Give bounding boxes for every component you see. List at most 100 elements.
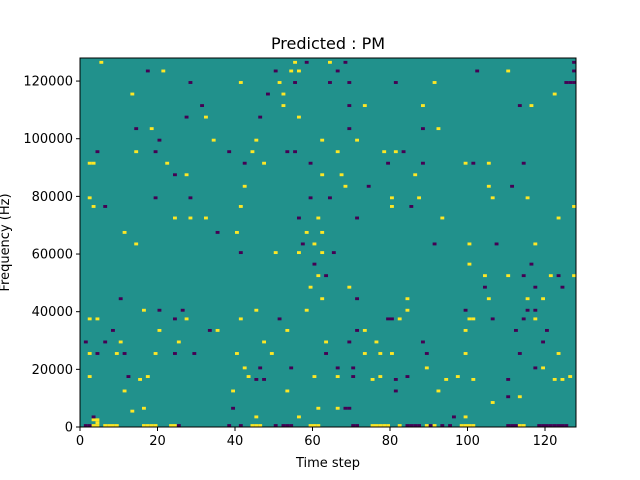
- heatmap-cell: [95, 150, 100, 154]
- y-tick-label: 20000: [32, 363, 73, 378]
- heatmap-cell: [370, 377, 375, 381]
- heatmap-cell: [355, 328, 360, 332]
- heatmap-cell: [297, 415, 301, 419]
- heatmap-cell: [347, 285, 352, 289]
- heatmap-cell: [409, 205, 414, 208]
- heatmap-cell: [281, 92, 286, 96]
- heatmap-cell: [506, 395, 511, 399]
- heatmap-cell: [297, 216, 301, 220]
- heatmap-cell: [316, 274, 321, 278]
- heatmap-cell: [417, 424, 422, 427]
- heatmap-cell: [568, 375, 573, 378]
- heatmap-cell: [149, 424, 154, 427]
- heatmap-cell: [180, 308, 185, 312]
- heatmap-cell: [378, 352, 383, 355]
- heatmap-cell: [273, 69, 278, 73]
- heatmap-cell: [173, 173, 177, 177]
- heatmap-cell: [463, 415, 468, 419]
- heatmap-cell: [428, 424, 433, 427]
- heatmap-cell: [506, 274, 511, 278]
- heatmap-cell: [393, 81, 398, 84]
- heatmap-cell: [87, 317, 92, 321]
- heatmap-cell: [506, 424, 511, 427]
- heatmap-cell: [103, 205, 108, 208]
- heatmap-cell: [142, 308, 146, 312]
- heatmap-cell: [572, 69, 577, 73]
- heatmap-cell: [355, 424, 360, 427]
- heatmap-cell: [556, 424, 561, 427]
- heatmap-cell: [568, 81, 573, 84]
- heatmap-cell: [471, 424, 476, 427]
- heatmap-cell: [312, 375, 317, 378]
- heatmap-cell: [111, 424, 115, 427]
- x-axis: 0 20 40 60 80 100 120: [76, 427, 557, 449]
- heatmap-cell: [161, 69, 166, 73]
- heatmap-cell: [138, 377, 143, 381]
- heatmap-cell: [378, 375, 383, 378]
- heatmap-cell: [184, 173, 189, 177]
- heatmap-cell: [297, 69, 301, 73]
- heatmap-cell: [308, 285, 313, 289]
- heatmap-cell: [95, 421, 100, 425]
- heatmap-cell: [293, 81, 298, 84]
- heatmap-cell: [277, 81, 282, 84]
- y-axis-title: Frequency (Hz): [0, 193, 13, 291]
- heatmap-cell: [490, 401, 495, 404]
- heatmap-cell: [184, 115, 189, 119]
- heatmap-cell: [552, 92, 557, 96]
- heatmap-cell: [293, 150, 298, 154]
- y-tick-label: 60000: [32, 248, 73, 263]
- heatmap-cell: [142, 424, 146, 427]
- heatmap-cell: [289, 366, 294, 370]
- x-tick-label: 20: [149, 434, 166, 449]
- heatmap-cell: [200, 104, 205, 108]
- heatmap-cell: [459, 424, 464, 427]
- heatmap-cell: [238, 81, 243, 84]
- heatmap-cell: [405, 424, 410, 427]
- heatmap-cell: [126, 375, 131, 378]
- heatmap-cell: [227, 424, 232, 427]
- heatmap-cell: [157, 308, 162, 312]
- chart-title: Predicted : PM: [271, 34, 385, 53]
- heatmap-cell: [467, 262, 472, 266]
- heatmap-cell: [153, 424, 158, 427]
- heatmap-cell: [335, 406, 340, 410]
- heatmap-cell: [355, 216, 360, 220]
- heatmap-cell: [281, 104, 286, 108]
- heatmap-cell: [134, 127, 139, 131]
- heatmap-cell: [463, 352, 468, 355]
- heatmap-cell: [347, 104, 352, 108]
- heatmap-cell: [517, 424, 522, 427]
- heatmap-cell: [463, 308, 468, 312]
- heatmap-cell: [517, 104, 522, 108]
- heatmap-cell: [421, 127, 425, 131]
- heatmap-cell: [149, 127, 154, 131]
- heatmap-cell: [424, 352, 429, 355]
- heatmap-cell: [335, 69, 340, 73]
- heatmap-cell: [378, 424, 383, 427]
- heatmap-cell: [312, 424, 317, 427]
- heatmap-cell: [87, 375, 92, 378]
- heatmap-cell: [320, 297, 325, 301]
- heatmap-cell: [556, 274, 561, 278]
- heatmap-cell: [351, 424, 356, 427]
- heatmap-cell: [506, 69, 511, 73]
- heatmap-cell: [486, 297, 491, 301]
- heatmap-cell: [258, 424, 263, 427]
- heatmap-cell: [165, 161, 170, 165]
- heatmap-cell: [204, 115, 208, 119]
- heatmap-cell: [564, 424, 569, 427]
- heatmap-cell: [118, 340, 123, 344]
- heatmap-cell: [312, 262, 317, 266]
- x-axis-title: Time step: [295, 456, 360, 471]
- y-tick-label: 80000: [32, 190, 73, 205]
- heatmap-cell: [548, 424, 553, 427]
- heatmap-cell: [250, 150, 255, 154]
- heatmap-cell: [188, 216, 193, 220]
- heatmap-cell: [529, 262, 534, 266]
- heatmap-cell: [510, 184, 515, 188]
- heatmap-cell: [463, 161, 468, 165]
- heatmap-cell: [390, 352, 394, 355]
- heatmap-cell: [494, 242, 499, 246]
